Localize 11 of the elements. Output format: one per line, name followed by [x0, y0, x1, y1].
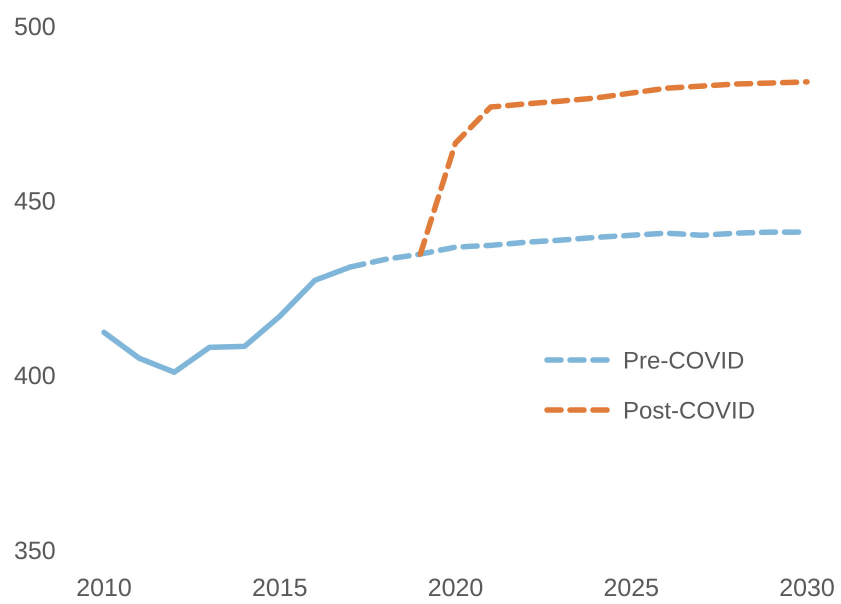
x-tick-label: 2025 [603, 574, 660, 602]
x-tick-label: 2030 [779, 574, 835, 602]
legend-label: Post-COVID [623, 397, 756, 424]
x-tick-label: 2015 [252, 574, 308, 602]
x-tick-label: 2010 [76, 574, 132, 602]
y-tick-label: 400 [14, 362, 56, 390]
y-tick-label: 350 [14, 536, 56, 565]
y-tick-label: 450 [14, 187, 56, 216]
x-tick-label: 2020 [428, 574, 484, 602]
y-tick-label: 500 [14, 12, 56, 41]
legend-label: Pre-COVID [623, 347, 744, 374]
